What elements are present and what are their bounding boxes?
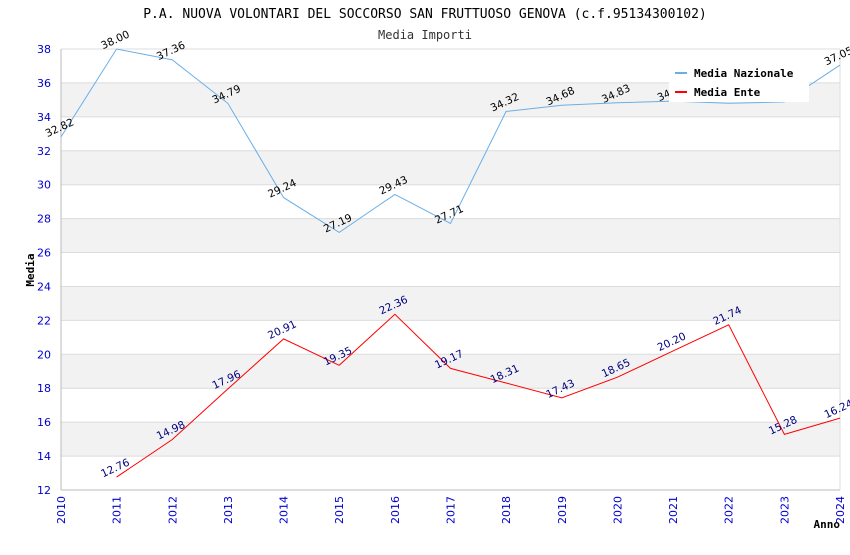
- y-tick-label: 14: [37, 450, 51, 463]
- y-tick-label: 32: [37, 145, 51, 158]
- grid-band: [61, 218, 840, 253]
- y-tick-label: 12: [37, 484, 51, 497]
- x-tick-label: 2010: [55, 496, 68, 524]
- x-tick-label: 2011: [111, 496, 124, 524]
- grid-band: [61, 422, 840, 457]
- grid-band: [61, 286, 840, 321]
- y-axis-label: Media: [24, 253, 37, 286]
- x-tick-label: 2020: [611, 496, 624, 524]
- data-label: 16.24: [823, 397, 850, 421]
- y-tick-label: 16: [37, 416, 51, 429]
- y-tick-label: 18: [37, 382, 51, 395]
- y-tick-label: 20: [37, 348, 51, 361]
- y-tick-label: 28: [37, 213, 51, 226]
- data-label: 20.20: [656, 330, 688, 354]
- y-tick-label: 26: [37, 247, 51, 260]
- chart-subtitle: Media Importi: [378, 28, 472, 42]
- legend-entry: Media Nazionale: [694, 67, 794, 80]
- x-tick-label: 2021: [667, 496, 680, 524]
- x-tick-label: 2017: [445, 496, 458, 524]
- x-tick-label: 2016: [389, 496, 402, 524]
- series-line-media-ente: [116, 313, 841, 478]
- x-tick-label: 2022: [723, 496, 736, 524]
- series-line-media-nazionale: [60, 48, 841, 233]
- data-label: 12.76: [99, 456, 132, 480]
- x-tick-label: 2012: [166, 496, 179, 524]
- x-tick-label: 2023: [778, 496, 791, 524]
- x-tick-label: 2019: [556, 496, 569, 524]
- y-tick-label: 22: [37, 314, 51, 327]
- legend-entry: Media Ente: [694, 86, 761, 99]
- chart-title: P.A. NUOVA VOLONTARI DEL SOCCORSO SAN FR…: [143, 7, 707, 22]
- x-tick-label: 2013: [222, 496, 235, 524]
- y-tick-label: 36: [37, 77, 51, 90]
- x-tick-label: 2018: [500, 496, 513, 524]
- x-tick-label: 2014: [278, 496, 291, 524]
- x-tick-label: 2015: [333, 496, 346, 524]
- data-label: 20.91: [266, 318, 298, 342]
- y-tick-label: 34: [37, 111, 51, 124]
- x-axis-label: Anno: [814, 518, 841, 531]
- legend: Media Nazionale Media Ente: [669, 60, 809, 102]
- y-tick-label: 24: [37, 280, 51, 293]
- x-tick-label: 2024: [834, 496, 847, 524]
- legend-box: [669, 60, 809, 102]
- grid-band: [61, 354, 840, 389]
- grid-band: [61, 150, 840, 185]
- y-tick-label: 30: [37, 179, 51, 192]
- y-tick-label: 38: [37, 43, 51, 56]
- data-label: 37.05: [823, 45, 850, 69]
